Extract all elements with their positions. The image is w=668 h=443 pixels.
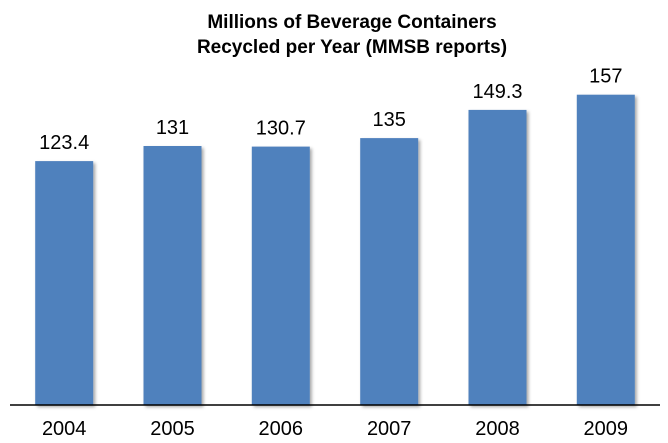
bar-2004 [35,161,94,405]
x-tick-label-2006: 2006 [259,418,304,440]
chart-title-line-1: Millions of Beverage Containers [207,12,496,33]
bar-2005 [143,146,202,405]
x-tick-label-2008: 2008 [475,418,520,440]
data-label-2004: 123.4 [39,132,89,154]
data-label-2007: 135 [373,109,406,131]
chart-title-line-2: Recycled per Year (MMSB reports) [197,37,507,58]
data-label-2008: 149.3 [472,81,522,103]
bar-2006 [251,146,310,405]
bar-2009 [576,94,635,405]
bar-2007 [360,138,419,405]
chart-title: Millions of Beverage Containers Recycled… [197,12,507,58]
bars [35,94,635,406]
x-axis-tick-labels: 2004 2005 2006 2007 2008 2009 [42,418,628,440]
x-tick-label-2005: 2005 [150,418,195,440]
x-tick-label-2004: 2004 [42,418,87,440]
x-tick-label-2007: 2007 [367,418,412,440]
data-label-2005: 131 [156,117,189,139]
data-label-2006: 130.7 [256,118,306,140]
data-labels: 123.4 131 130.7 135 149.3 157 [39,66,622,154]
data-label-2009: 157 [589,66,622,88]
bar-2008 [468,109,527,406]
x-tick-label-2009: 2009 [584,418,629,440]
